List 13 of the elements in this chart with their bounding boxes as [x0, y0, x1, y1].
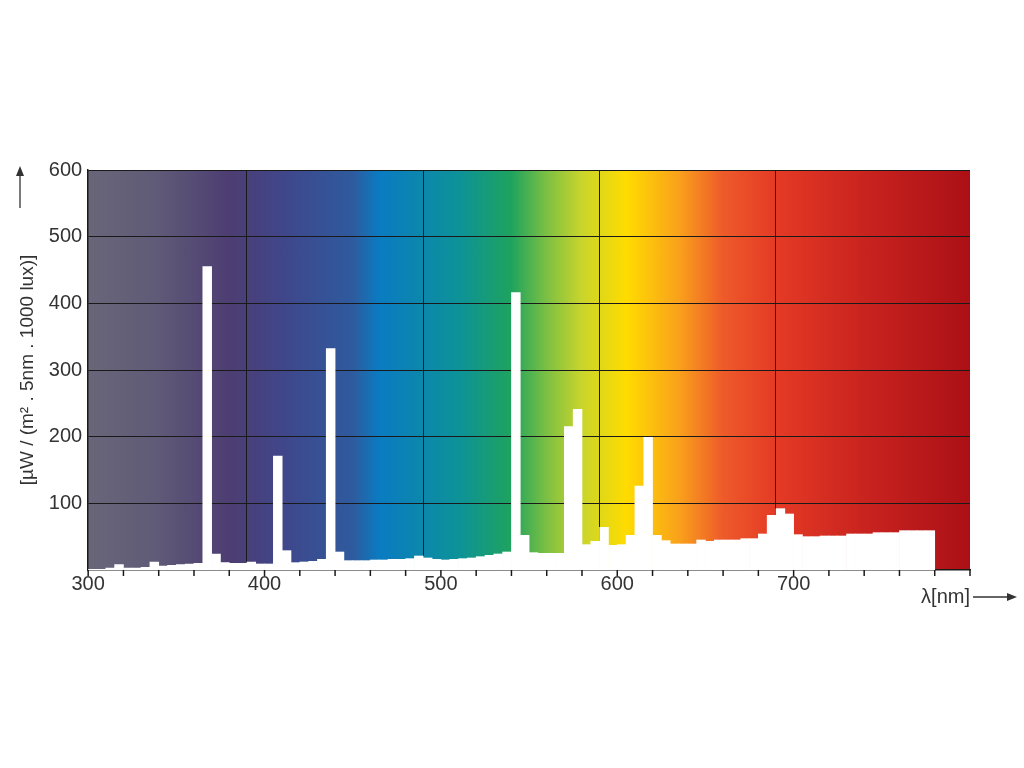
y-tick-label: 100	[48, 490, 83, 513]
x-tick-label: 700	[776, 571, 811, 594]
y-tick-label: 400	[48, 290, 83, 313]
x-tick-label: 600	[600, 571, 634, 594]
y-tick-label: 200	[48, 424, 83, 447]
x-tick-label: 400	[247, 571, 282, 594]
y-tick-label: 500	[48, 224, 83, 247]
x-tick-label: 300	[71, 571, 105, 594]
y-tick-label: 600	[48, 157, 83, 180]
y-axis-title: [µW / (m² . 5nm . 1000 lux)]	[15, 254, 37, 486]
y-tick-label: 300	[48, 357, 83, 380]
x-axis-title: λ[nm]	[921, 584, 970, 607]
x-tick-label: 500	[424, 571, 458, 594]
